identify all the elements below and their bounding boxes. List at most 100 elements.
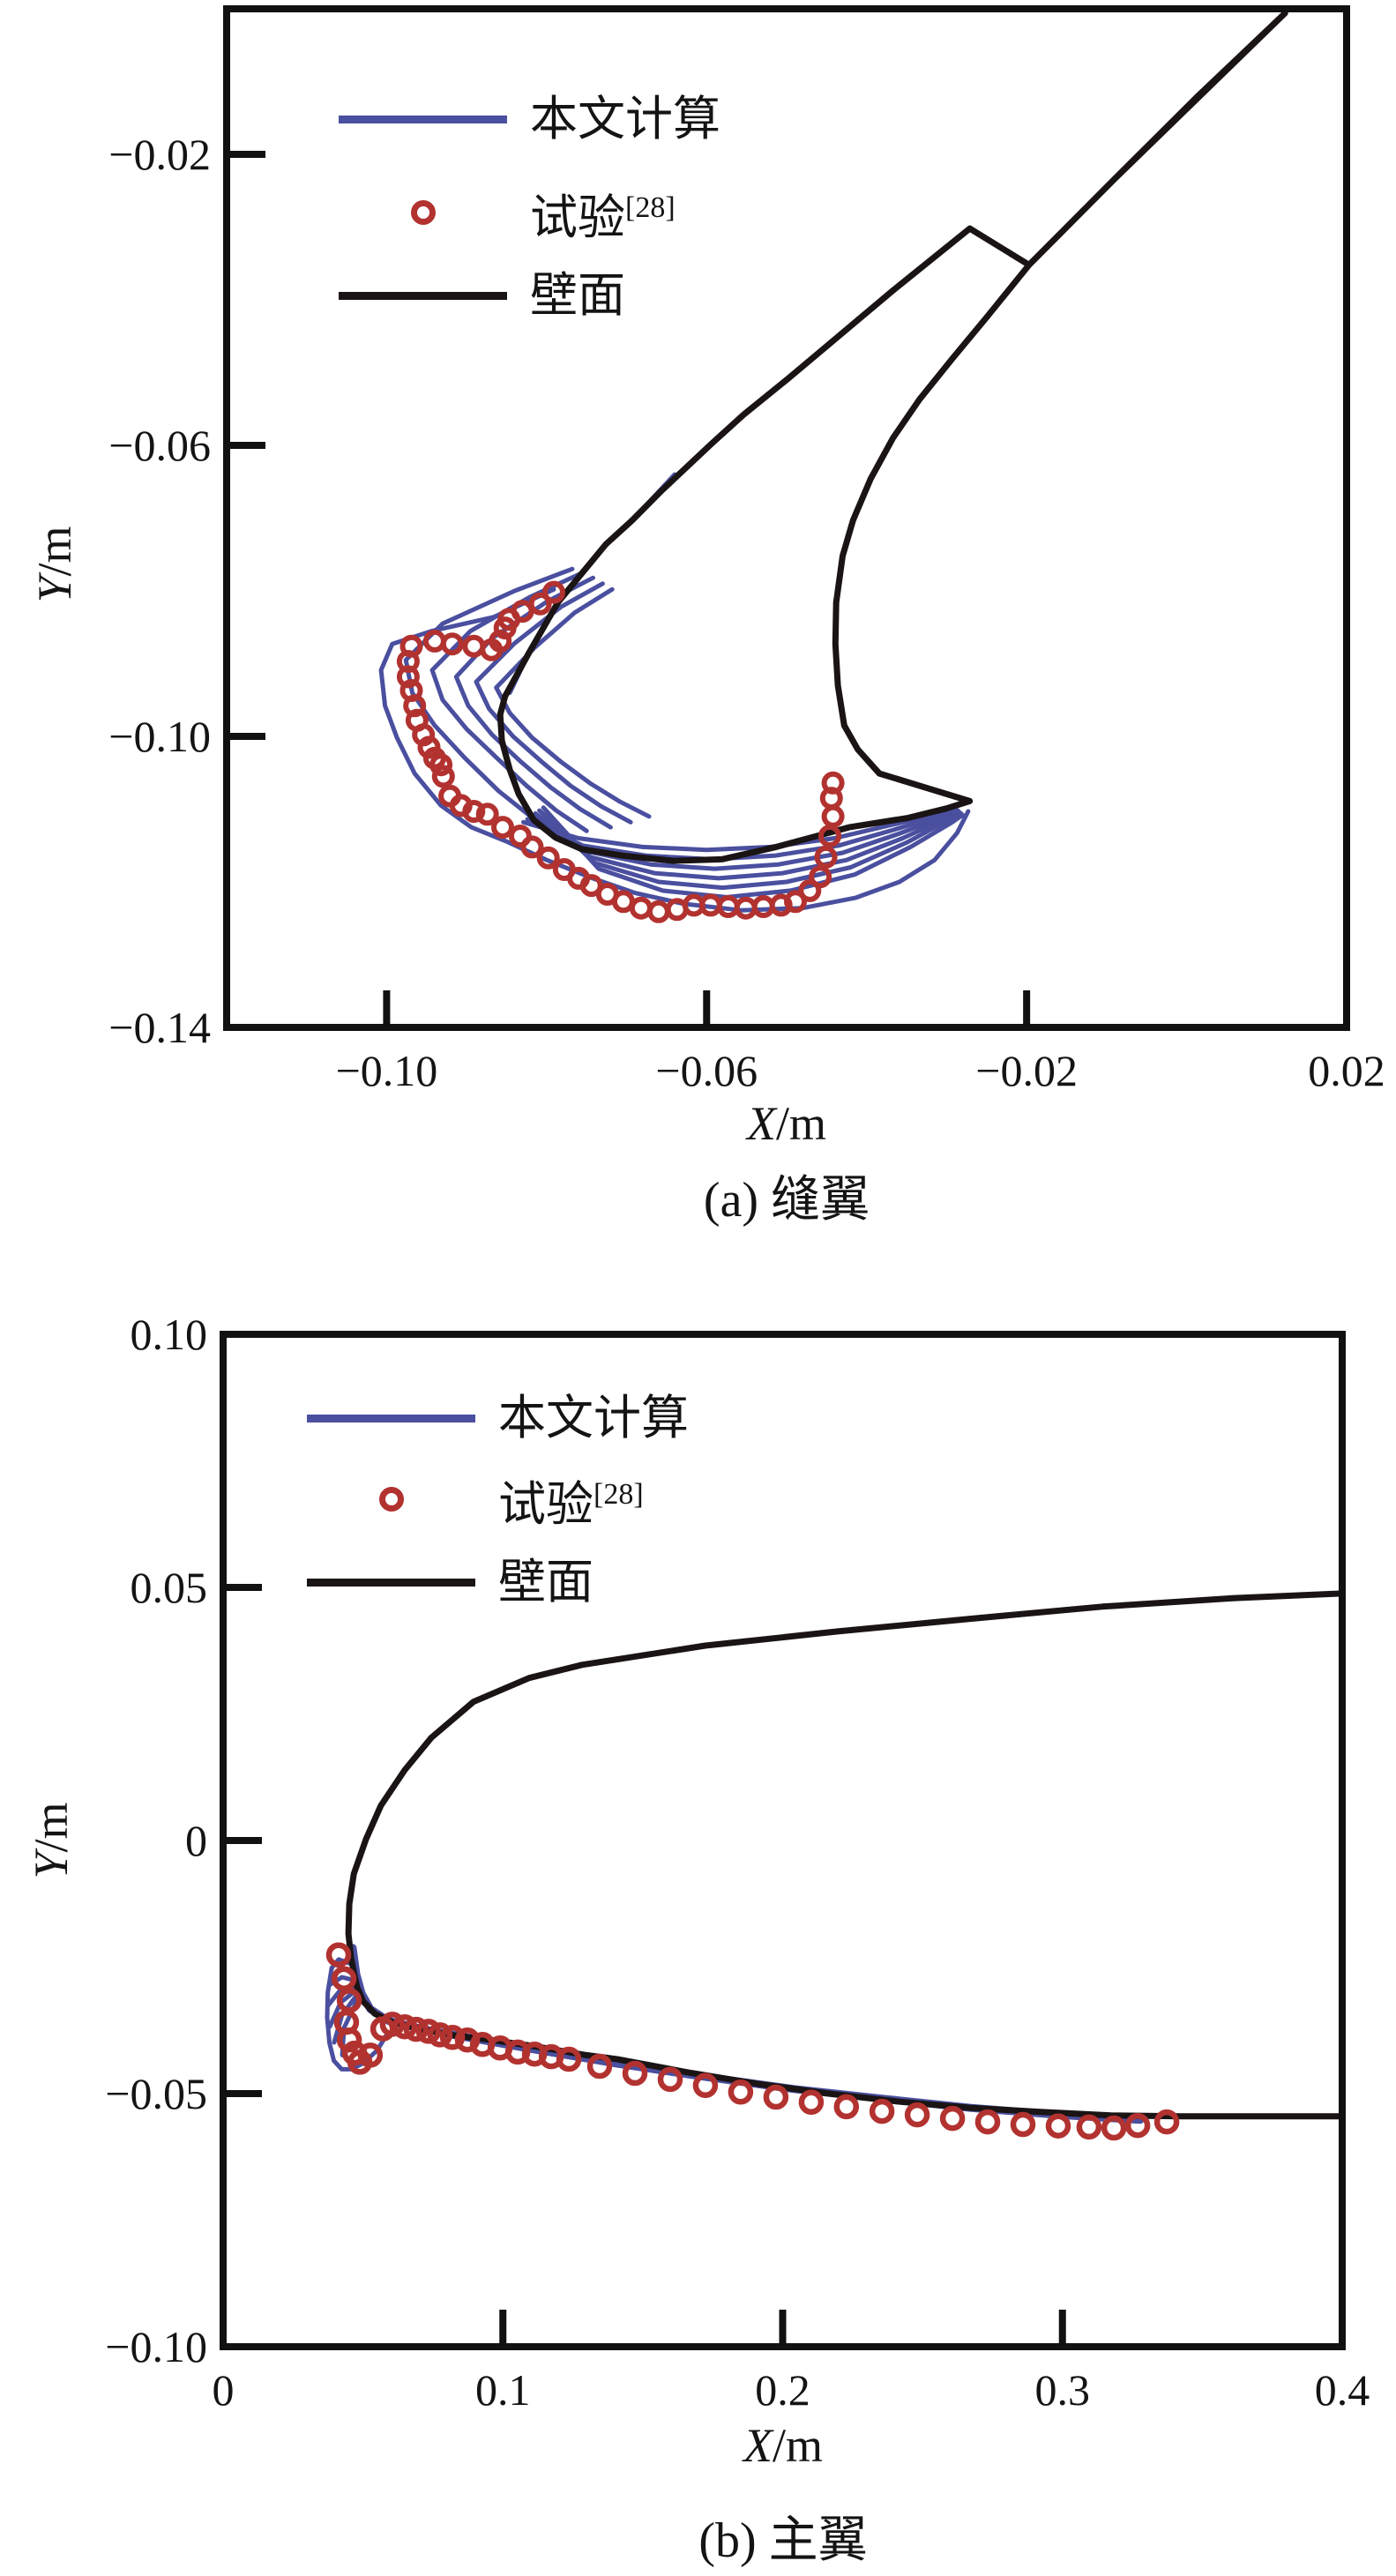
experiment-marker <box>331 1966 357 1991</box>
experiment-marker <box>422 629 446 653</box>
legend-a-experiment: 试验[28] <box>339 186 676 244</box>
x-tick-label: 0.1 <box>475 2365 531 2415</box>
wall-line-swatch <box>339 291 507 300</box>
experiment-marker <box>429 753 453 777</box>
experiment-marker-swatch <box>339 200 507 225</box>
x-axis-unit-a: /m <box>775 1097 827 1150</box>
experiment-marker <box>751 895 775 918</box>
x-axis-letter-a: X <box>746 1097 776 1150</box>
experiment-marker <box>904 2102 930 2128</box>
experiment-marker <box>325 1942 352 1967</box>
legend-label-experiment: 试验[28] <box>498 1477 644 1531</box>
experiment-marker <box>646 900 670 923</box>
experiment-marker <box>728 2079 754 2105</box>
experiment-marker <box>520 835 544 859</box>
experiment-marker <box>611 890 635 914</box>
x-tick-label: 0.4 <box>1314 2365 1370 2415</box>
x-axis-label-b: X/m <box>743 2418 823 2473</box>
x-axis-label-a: X/m <box>747 1096 826 1151</box>
wall-outline <box>496 10 1288 864</box>
y-tick-label: −0.06 <box>108 421 211 470</box>
experiment-marker <box>542 580 565 604</box>
experiment-marker <box>440 632 464 656</box>
legend-b-wall: 壁面 <box>307 1556 593 1609</box>
experiment-marker <box>556 2046 582 2072</box>
experiment-marker <box>629 896 653 920</box>
experiment-marker <box>1124 2112 1151 2139</box>
computed-profile-line <box>494 586 652 819</box>
y-tick-label: 0 <box>185 1816 207 1865</box>
y-axis-label-b: Y/m <box>24 1802 78 1878</box>
experiment-marker <box>1010 2111 1036 2138</box>
y-axis-unit-b: /m <box>25 1802 78 1853</box>
wall-outline <box>345 1590 1346 2120</box>
plot-frame <box>223 5 1350 1031</box>
mainwing-plot-canvas <box>220 1331 1346 2350</box>
experiment-marker <box>974 2109 1001 2135</box>
experiment-marker <box>403 2016 429 2042</box>
experiment-marker <box>1045 2113 1071 2139</box>
experiment-marker <box>491 816 514 840</box>
legend-b-computed: 本文计算 <box>307 1392 689 1445</box>
x-tick-label: 0.2 <box>755 2365 810 2415</box>
y-tick-label: −0.10 <box>108 712 211 761</box>
experiment-marker <box>431 765 455 788</box>
x-axis-unit-b: /m <box>772 2419 824 2472</box>
experiment-marker <box>716 895 740 918</box>
experiment-marker <box>480 638 504 661</box>
experiment-marker <box>427 2022 453 2048</box>
experiment-marker <box>869 2098 895 2124</box>
experiment-marker <box>392 2013 418 2040</box>
experiment-marker <box>821 804 845 828</box>
y-tick-label: −0.05 <box>105 2069 207 2118</box>
legend-b-experiment: 试验[28] <box>307 1473 644 1531</box>
x-tick-label: 0 <box>212 2365 235 2415</box>
computed-profile-line <box>537 808 964 891</box>
y-tick-label: −0.10 <box>105 2322 207 2371</box>
experiment-marker <box>692 2072 719 2099</box>
computed-profile-line <box>541 805 966 900</box>
experiment-marker <box>939 2105 966 2132</box>
legend-label-experiment: 试验[28] <box>530 190 676 244</box>
y-tick-label: 0.10 <box>130 1310 208 1359</box>
computed-profile-line <box>533 810 962 881</box>
x-tick-label: 0.3 <box>1034 2365 1091 2415</box>
wall-line-swatch <box>307 1578 475 1587</box>
legend-a-wall: 壁面 <box>339 269 625 322</box>
computed-profile-line <box>525 807 959 862</box>
experiment-marker <box>1101 2115 1127 2141</box>
legend-a-computed: 本文计算 <box>339 93 720 146</box>
experiment-marker <box>798 878 822 902</box>
experiment-marker <box>657 2066 683 2093</box>
slat-plot-canvas <box>223 5 1350 1031</box>
experiment-marker <box>379 2012 406 2037</box>
experiment-marker <box>415 2019 442 2044</box>
y-tick-label: −0.02 <box>108 130 211 179</box>
experiment-marker <box>1076 2114 1102 2140</box>
y-axis-letter-a: Y <box>28 576 81 603</box>
legend-label-computed: 本文计算 <box>530 93 720 146</box>
experiment-marker <box>396 665 420 689</box>
y-tick-label: −0.14 <box>108 1003 211 1052</box>
experiment-marker <box>798 2089 825 2116</box>
x-axis-letter-b: X <box>743 2419 773 2472</box>
experiment-marker <box>586 2053 613 2079</box>
x-tick-label: −0.02 <box>975 1046 1078 1095</box>
y-axis-label-a: Y/m <box>27 526 82 602</box>
experiment-marker <box>357 2042 384 2068</box>
experiment-marker <box>814 845 838 869</box>
experiment-marker <box>462 634 486 658</box>
x-tick-label: −0.10 <box>335 1046 438 1095</box>
experiment-marker <box>475 803 499 826</box>
legend-label-wall: 壁面 <box>498 1556 593 1609</box>
experiment-marker <box>336 2027 362 2053</box>
y-tick-label: 0.05 <box>130 1563 208 1612</box>
experiment-marker <box>763 2084 789 2110</box>
caption-a: (a) 缝翼 <box>703 1173 870 1228</box>
computed-line-swatch <box>339 115 507 123</box>
experiment-marker <box>1153 2109 1180 2135</box>
experiment-marker <box>784 890 807 914</box>
x-tick-label: −0.06 <box>655 1046 758 1095</box>
experiment-marker <box>833 2094 860 2120</box>
